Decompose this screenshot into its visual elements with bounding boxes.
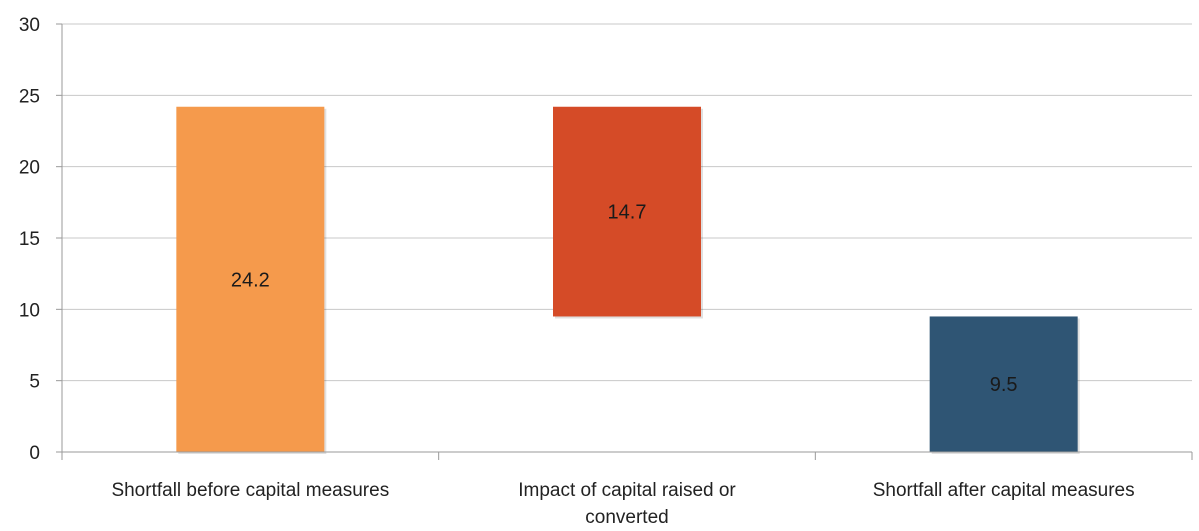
- bar: [176, 106, 325, 452]
- data-labels: 24.2 14.7 9.5: [231, 202, 1018, 397]
- category-label: converted: [585, 507, 668, 528]
- category-label: Shortfall before capital measures: [111, 480, 389, 501]
- x-axis: [56, 23, 1193, 460]
- data-label: 24.2: [231, 269, 270, 291]
- y-tick-label: 0: [29, 443, 40, 464]
- bar: [929, 316, 1078, 452]
- y-tick-label: 30: [19, 15, 40, 36]
- y-tick-label: 20: [19, 158, 40, 179]
- category-labels: Shortfall before capital measures Impact …: [111, 480, 1134, 528]
- bar: [553, 106, 701, 317]
- y-tick-label: 25: [19, 86, 40, 107]
- y-axis-tick-labels: 0 5 10 15 20 25 30: [19, 15, 40, 464]
- y-tick-label: 15: [19, 229, 40, 250]
- data-label: 9.5: [990, 374, 1018, 396]
- y-tick-label: 10: [19, 300, 40, 321]
- data-label: 14.7: [608, 202, 647, 224]
- category-label: Impact of capital raised or: [518, 480, 736, 501]
- bars: [176, 106, 1080, 454]
- category-label: Shortfall after capital measures: [873, 480, 1135, 501]
- y-tick-label: 5: [29, 372, 40, 393]
